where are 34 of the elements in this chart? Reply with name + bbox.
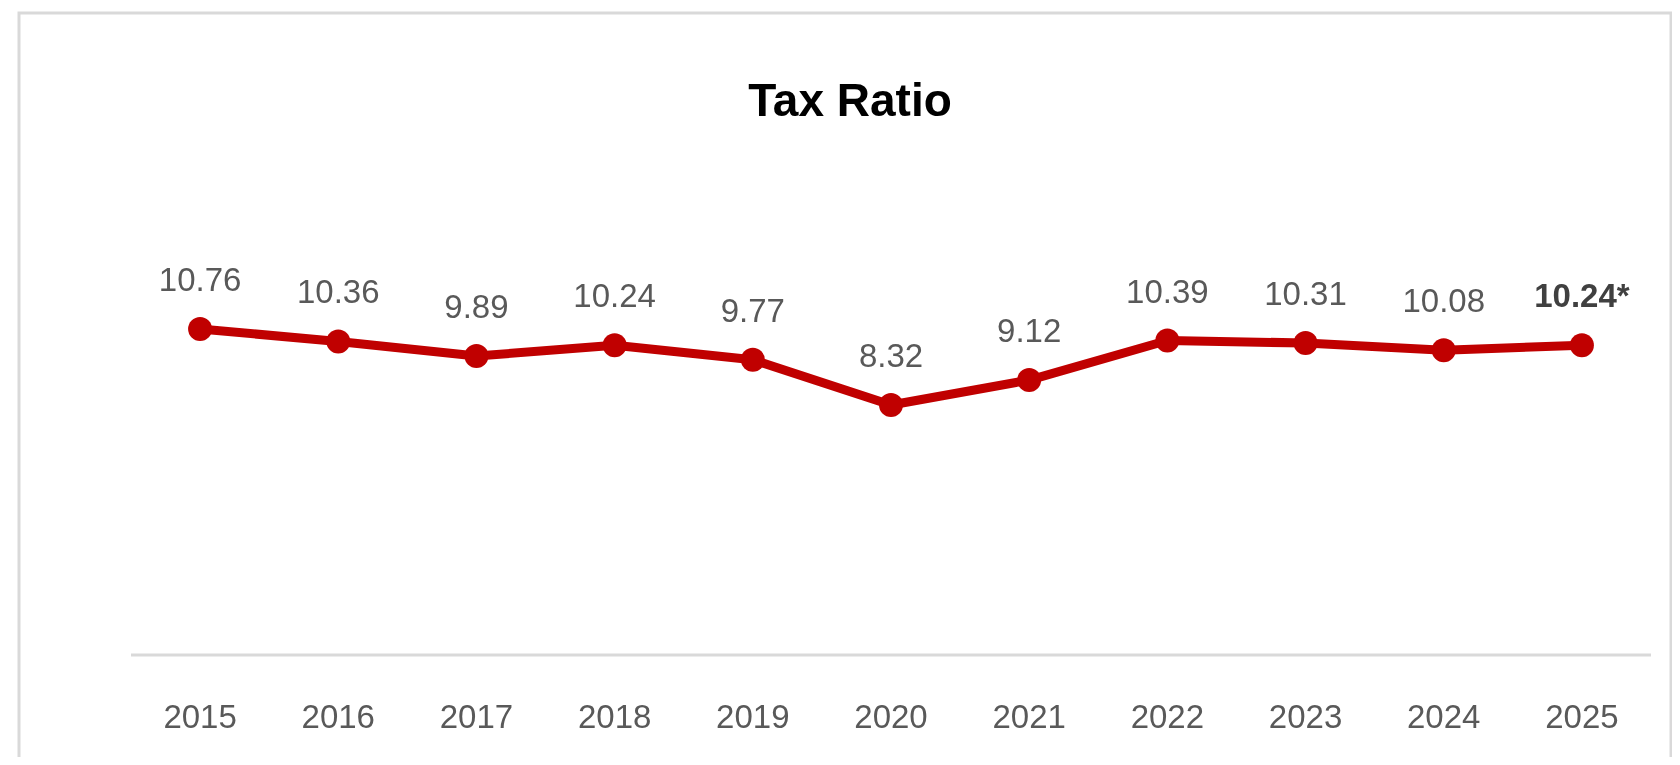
x-tick-label: 2018: [577, 698, 652, 735]
point: [1017, 368, 1042, 393]
data-label: 9.12: [997, 312, 1062, 350]
chart-title: Tax Ratio: [748, 74, 952, 126]
data-label: 10.36: [296, 273, 380, 311]
point: [1293, 331, 1318, 356]
data-label: 10.76: [158, 261, 242, 298]
x-tick-label: 2022: [1130, 698, 1205, 735]
data-label: 8.32: [858, 337, 924, 374]
point: [1155, 328, 1180, 353]
x-tick-label: 2015: [163, 698, 237, 735]
x-tick-label: 2024: [1407, 698, 1481, 735]
data-label: 10.08: [1402, 282, 1486, 320]
point: [740, 347, 765, 372]
point: [879, 393, 903, 417]
x-tick-label: 2023: [1268, 698, 1343, 735]
x-tick-label: 2019: [716, 698, 790, 735]
point: [188, 317, 213, 341]
point: [464, 344, 489, 369]
point: [326, 329, 351, 354]
x-tick-label: 2016: [301, 698, 375, 735]
data-label: 10.24*: [1534, 277, 1630, 315]
data-label: 9.77: [720, 291, 785, 329]
x-tick-label: 2021: [992, 698, 1066, 735]
x-tick-label: 2017: [439, 698, 514, 735]
point: [1569, 333, 1594, 358]
data-label: 9.89: [444, 288, 509, 326]
data-label: 10.39: [1126, 272, 1209, 310]
point: [1431, 338, 1456, 363]
x-tick-label: 2025: [1545, 698, 1619, 735]
data-label: 10.24: [573, 277, 656, 315]
x-tick-label: 2020: [854, 698, 928, 735]
point: [602, 333, 627, 358]
data-label: 10.31: [1264, 275, 1347, 313]
